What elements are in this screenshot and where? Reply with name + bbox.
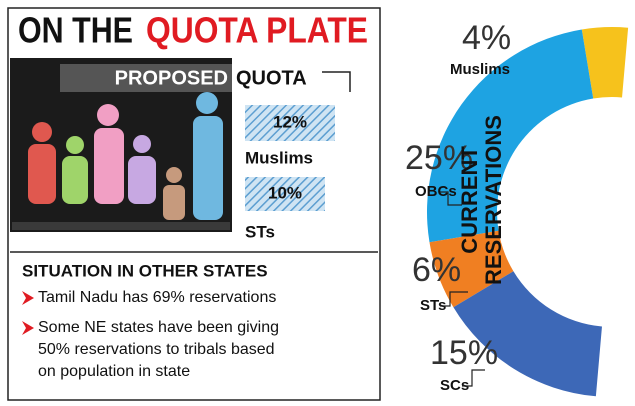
title-part: ON THE — [18, 10, 133, 51]
category-label: Muslims — [450, 61, 510, 78]
heading: PROPOSED — [115, 67, 228, 89]
leader-line — [440, 291, 468, 307]
value-label: 6% — [412, 251, 461, 289]
heading-band — [60, 64, 232, 92]
title-part: QUOTA PLATE — [146, 10, 368, 51]
bullet-text: 50% reservations to tribals based — [38, 341, 275, 358]
donut-segment — [453, 271, 602, 397]
bullet-text: Some NE states have been giving — [38, 319, 279, 336]
quota-value: 10% — [268, 183, 302, 202]
frame — [7, 7, 381, 401]
category-label: OBCs — [415, 183, 457, 200]
donut-segment — [429, 230, 514, 308]
donut-segment — [581, 27, 629, 99]
category-label: STs — [420, 297, 446, 314]
quota-name: Muslims — [245, 148, 313, 167]
situation-heading: SITUATION IN OTHER STATES — [22, 261, 268, 280]
category-label: SCs — [440, 377, 469, 394]
bullet-arrow — [22, 321, 34, 335]
leader-line — [462, 369, 485, 387]
quota-value: 12% — [273, 112, 307, 131]
bullet-text: Tamil Nadu has 69% reservations — [38, 289, 276, 306]
bullet-arrow — [22, 291, 34, 305]
leader-line — [440, 191, 462, 206]
value-label: 25% — [405, 139, 473, 177]
chart-title: CURRENT RESERVATIONS — [457, 115, 506, 285]
value-label: 15% — [430, 334, 498, 372]
heading: QUOTA — [236, 67, 307, 89]
quota-name: STs — [245, 222, 275, 241]
people — [12, 92, 230, 230]
quota-box — [245, 177, 325, 211]
bracket — [322, 71, 351, 92]
bullet-text: on population in state — [38, 363, 190, 380]
quota-box — [245, 105, 335, 141]
value-label: 4% — [462, 19, 511, 57]
donut-segment — [427, 29, 594, 243]
